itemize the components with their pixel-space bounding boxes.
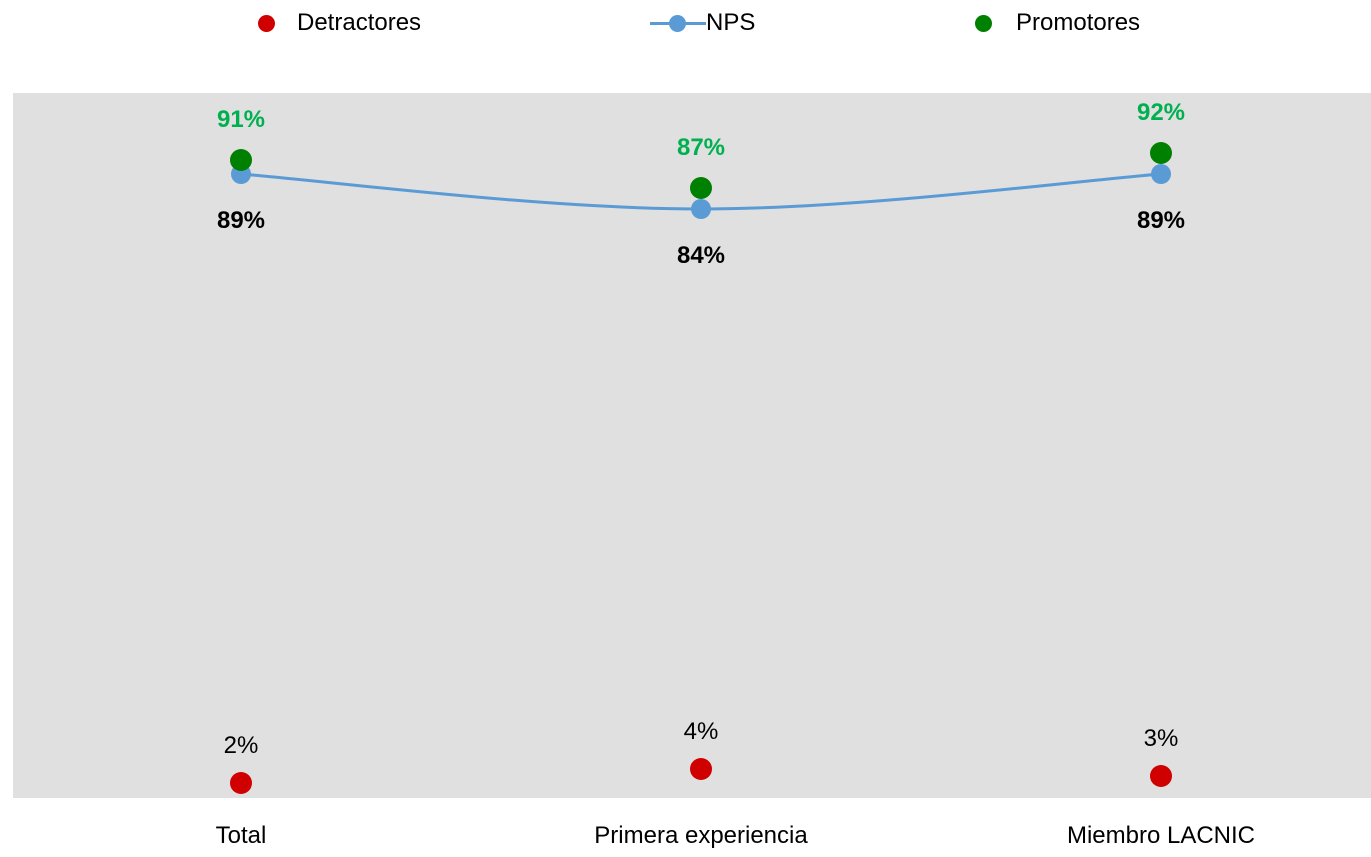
nps-point (691, 199, 711, 219)
detractores-data-label: 2% (224, 732, 259, 759)
promotores-data-label: 87% (677, 134, 725, 161)
promotores-data-label: 91% (217, 106, 265, 133)
nps-data-label: 89% (1137, 207, 1185, 234)
promotores-point (230, 149, 252, 171)
detractores-data-label: 3% (1144, 725, 1179, 752)
legend-marker-detractores (258, 14, 275, 32)
plot-area (13, 93, 1371, 798)
legend-marker-nps (650, 14, 706, 32)
nps-data-label: 89% (217, 207, 265, 234)
promotores-point (690, 177, 712, 199)
x-tick-label: Primera experiencia (594, 822, 808, 849)
promotores-point (1150, 142, 1172, 164)
promotores-data-label: 92% (1137, 99, 1185, 126)
detractores-point (1150, 765, 1172, 787)
legend-item-nps: NPS (650, 6, 755, 40)
legend-label-promotores: Promotores (1016, 9, 1141, 36)
detractores-data-label: 4% (684, 718, 719, 745)
legend-item-detractores: Detractores (258, 6, 421, 40)
nps-data-label: 84% (677, 242, 725, 269)
nps-point (1151, 164, 1171, 184)
detractores-point (690, 758, 712, 780)
detractores-point (230, 772, 252, 794)
legend-marker-promotores (975, 14, 992, 32)
legend-label-nps: NPS (706, 9, 756, 36)
legend-item-promotores: Promotores (975, 6, 1140, 40)
x-tick-label: Total (215, 822, 267, 849)
legend-label-detractores: Detractores (297, 9, 422, 36)
chart-legend: Detractores NPS Promotores (0, 0, 1371, 60)
x-tick-label: Miembro LACNIC (1066, 822, 1256, 849)
